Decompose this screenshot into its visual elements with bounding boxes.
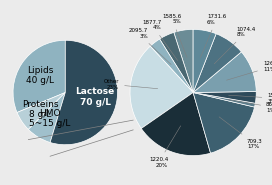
Wedge shape bbox=[130, 46, 193, 128]
Text: 1731.6
6%: 1731.6 6% bbox=[200, 14, 226, 58]
Text: 865.3
1%: 865.3 1% bbox=[228, 100, 272, 113]
Text: Proteins
8 g/L: Proteins 8 g/L bbox=[22, 100, 58, 119]
Text: 1220.4
20%: 1220.4 20% bbox=[149, 126, 181, 168]
Wedge shape bbox=[193, 92, 255, 107]
Wedge shape bbox=[193, 92, 256, 103]
Wedge shape bbox=[193, 34, 241, 92]
Wedge shape bbox=[174, 29, 193, 92]
Wedge shape bbox=[160, 32, 193, 92]
Text: 2095.7
3%: 2095.7 3% bbox=[129, 28, 171, 65]
Text: HMO
5~15 g/L: HMO 5~15 g/L bbox=[29, 109, 70, 128]
Text: 1877.7
4%: 1877.7 4% bbox=[143, 20, 178, 60]
Text: 1265.5
11%: 1265.5 11% bbox=[227, 61, 272, 80]
Wedge shape bbox=[193, 29, 216, 92]
Text: 1517.6
3%: 1517.6 3% bbox=[228, 93, 272, 104]
Wedge shape bbox=[17, 92, 65, 130]
Wedge shape bbox=[193, 92, 255, 153]
Wedge shape bbox=[141, 92, 211, 156]
Wedge shape bbox=[150, 39, 193, 92]
Wedge shape bbox=[28, 92, 65, 142]
Wedge shape bbox=[13, 40, 65, 112]
Text: Lipids
40 g/L: Lipids 40 g/L bbox=[26, 66, 54, 85]
Text: 1585.6
5%: 1585.6 5% bbox=[162, 14, 187, 58]
Text: Other
23%: Other 23% bbox=[104, 79, 158, 90]
Text: Lactose
70 g/L: Lactose 70 g/L bbox=[76, 87, 115, 107]
Wedge shape bbox=[50, 40, 118, 145]
Wedge shape bbox=[193, 52, 256, 92]
Text: 709.3
17%: 709.3 17% bbox=[219, 117, 263, 149]
Text: 1074.4
8%: 1074.4 8% bbox=[214, 27, 256, 64]
